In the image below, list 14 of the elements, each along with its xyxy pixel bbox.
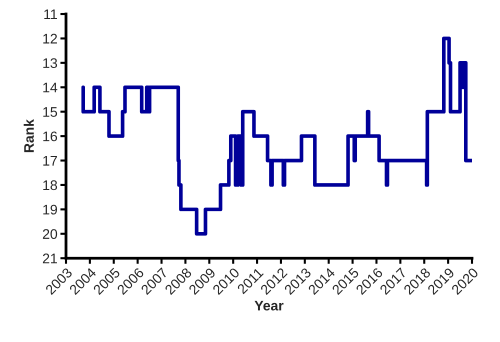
y-tick-label: 13 [43, 58, 58, 68]
y-tick-label: 16 [43, 131, 58, 142]
x-axis-title: Year [254, 300, 284, 311]
y-tick-label: 21 [42, 254, 57, 264]
y-tick-label: 17 [43, 156, 57, 166]
y-axis-title: Rank [24, 119, 34, 152]
y-tick-label: 14 [43, 82, 58, 92]
line-series [81, 36, 472, 236]
y-tick-label: 11 [44, 10, 57, 20]
y-tick-label: 12 [43, 34, 57, 44]
y-tick-label: 20 [42, 229, 58, 239]
y-tick-label: 15 [43, 107, 58, 117]
y-tick-label: 18 [43, 180, 58, 190]
y-tick-label: 19 [43, 204, 58, 215]
